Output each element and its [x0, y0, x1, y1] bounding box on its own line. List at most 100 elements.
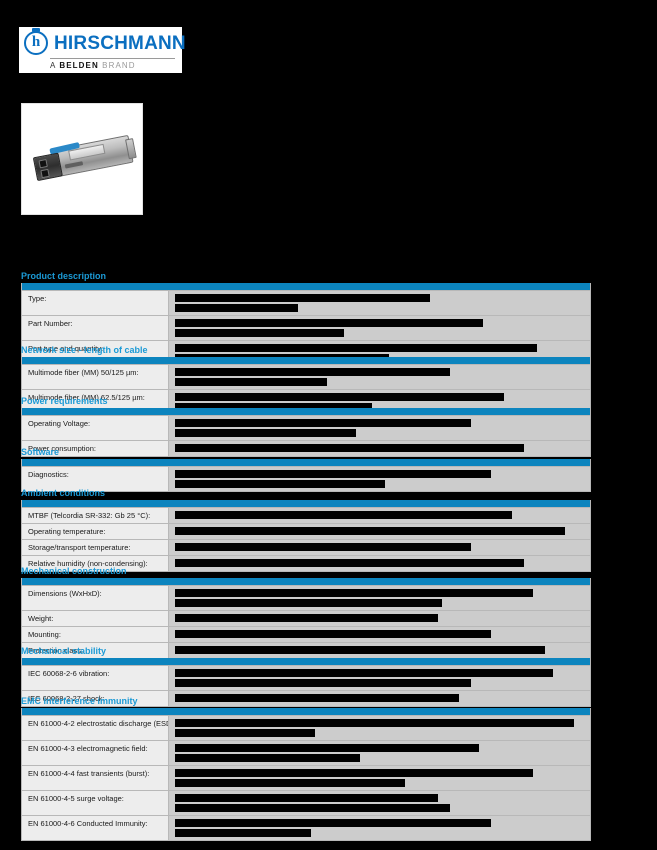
redacted-value-bar	[175, 329, 344, 337]
spec-table: EN 61000-4-2 electrostatic discharge (ES…	[21, 715, 591, 841]
redacted-value-bar	[175, 729, 315, 737]
redacted-value-bar	[175, 304, 299, 312]
section-accent-bar	[21, 408, 591, 415]
redacted-value-bar	[175, 403, 373, 411]
table-row: Part Number:	[21, 315, 591, 341]
sfp-port-rx	[40, 168, 50, 179]
spec-value	[168, 740, 591, 766]
redacted-value-bar	[175, 444, 525, 452]
spec-section: Mechanical construction Dimensions (WxHxD…	[21, 566, 591, 659]
spec-value	[168, 626, 591, 643]
table-row: EN 61000-4-2 electrostatic discharge (ES…	[21, 715, 591, 741]
spec-value	[168, 364, 591, 390]
table-row: Weight:	[21, 610, 591, 627]
table-row: Relative humidity (non-condensing):	[21, 555, 591, 572]
section-title: Product description	[21, 271, 107, 281]
redacted-value-bar	[175, 378, 328, 386]
spec-label: Part Number:	[21, 315, 169, 341]
spec-label: Multimode fiber (MM) 50/125 µm:	[21, 364, 169, 390]
spec-label: EN 61000-4-4 fast transients (burst):	[21, 765, 169, 791]
spec-value	[168, 466, 591, 492]
spec-value	[168, 523, 591, 540]
redacted-value-bar	[175, 744, 480, 752]
redacted-value-bar	[175, 819, 492, 827]
spec-label: Storage/transport temperature:	[21, 539, 169, 556]
sfp-port-tx	[38, 158, 48, 169]
spec-value	[168, 790, 591, 816]
section-accent-bar	[21, 459, 591, 466]
spec-section: Software Diagnostics:	[21, 447, 591, 492]
spec-table: IEC 60068-2-6 vibration: IEC 60068-2-27 s…	[21, 665, 591, 707]
spec-label: Operating temperature:	[21, 523, 169, 540]
section-accent-bar	[21, 357, 591, 364]
redacted-value-bar	[175, 511, 513, 519]
spec-label: Power consumption:	[21, 440, 169, 457]
product-image	[21, 103, 143, 215]
brand-tagline: A BELDEN BRAND	[50, 61, 181, 70]
table-row: MTBF (Telcordia SR-332: Gb 25 °C):	[21, 507, 591, 524]
spec-value	[168, 539, 591, 556]
redacted-value-bar	[175, 419, 471, 427]
table-row: Mounting:	[21, 626, 591, 643]
redacted-value-bar	[175, 779, 406, 787]
table-row: Operating temperature:	[21, 523, 591, 540]
spec-label: EN 61000-4-6 Conducted Immunity:	[21, 815, 169, 841]
redacted-value-bar	[175, 480, 385, 488]
table-row: Operating Voltage:	[21, 415, 591, 441]
redacted-value-bar	[175, 344, 537, 352]
brand-logo: HIRSCHMANN A BELDEN BRAND	[19, 27, 186, 73]
tagline-suffix: BRAND	[98, 61, 136, 70]
spec-label: MTBF (Telcordia SR-332: Gb 25 °C):	[21, 507, 169, 524]
redacted-value-bar	[175, 589, 533, 597]
spec-table: Operating Voltage: Power consumption:	[21, 415, 591, 457]
section-title: Mechanical stability	[21, 646, 107, 656]
spec-label: Diagnostics:	[21, 466, 169, 492]
redacted-value-bar	[175, 614, 439, 622]
table-row: Power consumption:	[21, 440, 591, 457]
section-accent-bar	[21, 658, 591, 665]
spec-value	[168, 690, 591, 707]
spec-label: IEC 60068-2-27 shock:	[21, 690, 169, 707]
redacted-value-bar	[175, 769, 533, 777]
redacted-value-bar	[175, 669, 554, 677]
logo-divider	[50, 58, 175, 59]
section-title: Mechanical construction	[21, 566, 127, 576]
redacted-value-bar	[175, 829, 311, 837]
redacted-value-bar	[175, 429, 356, 437]
table-row: Type:	[21, 290, 591, 316]
redacted-value-bar	[175, 319, 484, 327]
spec-table: Dimensions (WxHxD): Weight: Mounting: Prote…	[21, 585, 591, 659]
sfp-module-illustration	[31, 131, 137, 187]
redacted-value-bar	[175, 630, 492, 638]
table-row: EN 61000-4-5 surge voltage:	[21, 790, 591, 816]
brand-name: HIRSCHMANN	[54, 32, 186, 54]
redacted-value-bar	[175, 599, 443, 607]
spec-section: EMC interference immunity EN 61000-4-2 el…	[21, 696, 591, 841]
section-title: Software	[21, 447, 60, 457]
spec-value	[168, 665, 591, 691]
tagline-belden: BELDEN	[59, 61, 99, 70]
redacted-value-bar	[175, 368, 451, 376]
spec-section: Power requirements Operating Voltage: Powe…	[21, 396, 591, 457]
spec-value	[168, 610, 591, 627]
spec-label: Operating Voltage:	[21, 415, 169, 441]
spec-label: Protection class:	[21, 642, 169, 659]
redacted-value-bar	[175, 794, 439, 802]
spec-value	[168, 415, 591, 441]
spec-value	[168, 715, 591, 741]
section-accent-bar	[21, 500, 591, 507]
spec-label: Relative humidity (non-condensing):	[21, 555, 169, 572]
section-title: EMC interference immunity	[21, 696, 138, 706]
spec-value	[168, 440, 591, 457]
table-row: Multimode fiber (MM) 50/125 µm:	[21, 364, 591, 390]
table-row: IEC 60068-2-27 shock:	[21, 690, 591, 707]
table-row: IEC 60068-2-6 vibration:	[21, 665, 591, 691]
spec-label: Type:	[21, 290, 169, 316]
redacted-value-bar	[175, 694, 459, 702]
spec-value	[168, 315, 591, 341]
redacted-value-bar	[175, 679, 471, 687]
spec-label: IEC 60068-2-6 vibration:	[21, 665, 169, 691]
section-accent-bar	[21, 283, 591, 290]
spec-label: EN 61000-4-5 surge voltage:	[21, 790, 169, 816]
